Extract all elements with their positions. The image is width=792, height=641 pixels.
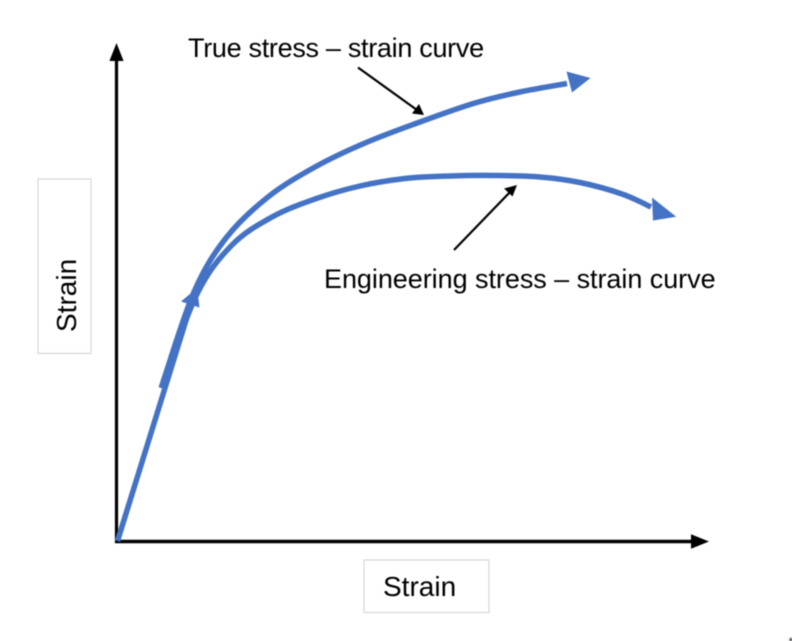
svg-text:Strain: Strain: [51, 259, 82, 332]
svg-text:True stress – strain curve: True stress – strain curve: [188, 33, 484, 63]
svg-text:Engineering stress – strain cu: Engineering stress – strain curve: [324, 264, 716, 294]
svg-text:Strain: Strain: [383, 571, 456, 602]
